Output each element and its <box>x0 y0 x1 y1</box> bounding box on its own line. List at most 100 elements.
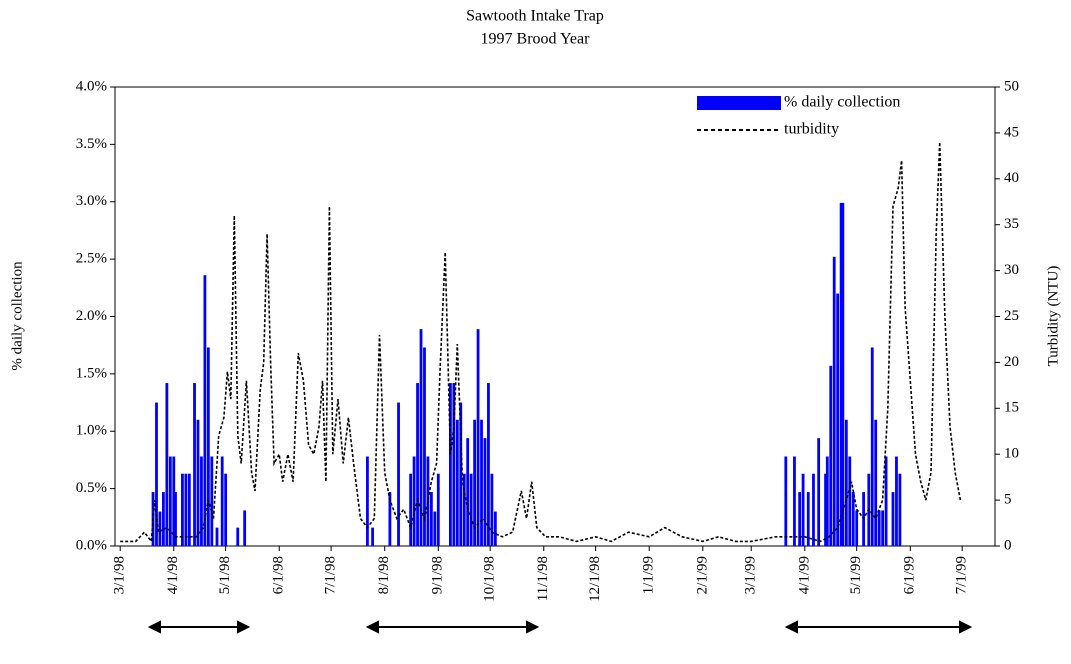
bar <box>224 473 228 546</box>
bar <box>158 511 162 546</box>
bar <box>829 365 833 546</box>
line <box>120 142 962 544</box>
y2-tick-label: 45 <box>1004 124 1019 140</box>
bar <box>409 473 413 546</box>
bar <box>812 473 815 546</box>
bar <box>483 438 487 546</box>
bar <box>836 293 840 546</box>
y2-tick-label: 0 <box>1004 537 1012 553</box>
x-tick-label: 8/1/98 <box>376 556 392 594</box>
bar <box>824 473 827 546</box>
y-tick-label: 2.5% <box>76 251 107 267</box>
chart-subtitle: 1997 Brood Year <box>481 31 591 48</box>
bar <box>881 510 885 546</box>
bar <box>848 456 852 546</box>
bar <box>473 419 477 546</box>
y-tick-label: 3.5% <box>76 136 107 152</box>
bar-series <box>151 202 902 546</box>
bar <box>895 456 898 546</box>
arrow-head <box>784 620 973 634</box>
bar <box>200 456 203 546</box>
x-tick-label: 6/1/98 <box>271 556 287 594</box>
bar <box>419 329 423 546</box>
x-tick-label: 10/1/98 <box>482 556 498 602</box>
bar <box>366 456 369 546</box>
bar <box>436 473 440 546</box>
y2-tick-label: 40 <box>1004 170 1019 186</box>
bar <box>243 510 247 546</box>
x-tick-label: 3/1/98 <box>112 556 128 594</box>
bar <box>462 473 466 546</box>
bar <box>184 473 188 546</box>
bar <box>416 383 419 546</box>
bar <box>193 383 196 546</box>
bar <box>181 473 184 546</box>
y2-tick-label: 5 <box>1004 492 1012 508</box>
y-tick-label: 3.0% <box>76 193 107 209</box>
legend-label: turbidity <box>784 121 839 138</box>
bar <box>793 456 796 546</box>
bar <box>844 419 848 546</box>
bar <box>487 383 490 546</box>
bar <box>493 511 497 546</box>
x-tick-label: 12/1/98 <box>587 556 603 602</box>
y-tick-label: 0.5% <box>76 480 107 496</box>
bar <box>162 492 165 546</box>
y2-tick-label: 15 <box>1004 400 1019 416</box>
x-tick-label: 9/1/98 <box>430 556 446 594</box>
y-tick-label: 0.0% <box>76 537 107 553</box>
bar <box>196 419 200 546</box>
bar <box>452 383 456 546</box>
y2-axis-title: Turbidity (NTU) <box>1045 266 1061 367</box>
bar <box>898 473 902 546</box>
bar <box>433 511 437 546</box>
bar <box>798 492 802 546</box>
plot-area <box>114 86 996 547</box>
bar <box>168 456 172 546</box>
period-arrows <box>147 620 973 634</box>
bar <box>206 347 210 546</box>
bar <box>874 419 878 546</box>
arrow-head <box>365 620 540 634</box>
bar <box>397 402 400 546</box>
arrow-head <box>147 620 251 634</box>
bar <box>476 329 480 546</box>
bar <box>429 492 433 546</box>
bar <box>825 456 829 546</box>
bar <box>469 473 473 546</box>
bar <box>215 527 219 546</box>
bar <box>172 456 176 546</box>
legend-label: % daily collection <box>784 94 900 111</box>
bar <box>855 510 859 546</box>
bar <box>449 383 452 546</box>
chart-title: Sawtooth Intake Trap <box>466 8 604 25</box>
bar <box>801 473 805 546</box>
bar <box>480 419 483 546</box>
bar <box>877 510 881 546</box>
y2-tick-label: 20 <box>1004 354 1019 370</box>
y-tick-label: 1.5% <box>76 365 107 381</box>
bar <box>490 473 494 546</box>
bar <box>412 456 416 546</box>
bar <box>870 347 874 546</box>
bar <box>832 256 836 546</box>
y2-tick-label: 35 <box>1004 216 1019 232</box>
bar <box>423 347 426 546</box>
x-tick-label: 3/1/99 <box>743 556 759 594</box>
bar <box>839 202 843 546</box>
bar <box>203 275 207 546</box>
y-tick-label: 2.0% <box>76 308 107 324</box>
x-tick-label: 4/1/98 <box>165 556 181 594</box>
y-tick-label: 1.0% <box>76 423 107 439</box>
bar <box>466 438 470 546</box>
x-tick-label: 2/1/99 <box>694 556 710 594</box>
x-tick-label: 1/1/99 <box>641 556 657 594</box>
y2-tick-label: 25 <box>1004 308 1019 324</box>
x-tick-label: 11/1/98 <box>535 556 551 601</box>
x-tick-label: 5/1/98 <box>217 556 233 594</box>
bar <box>236 527 240 546</box>
bar <box>806 492 810 546</box>
bar <box>459 402 463 546</box>
bar <box>426 456 430 546</box>
